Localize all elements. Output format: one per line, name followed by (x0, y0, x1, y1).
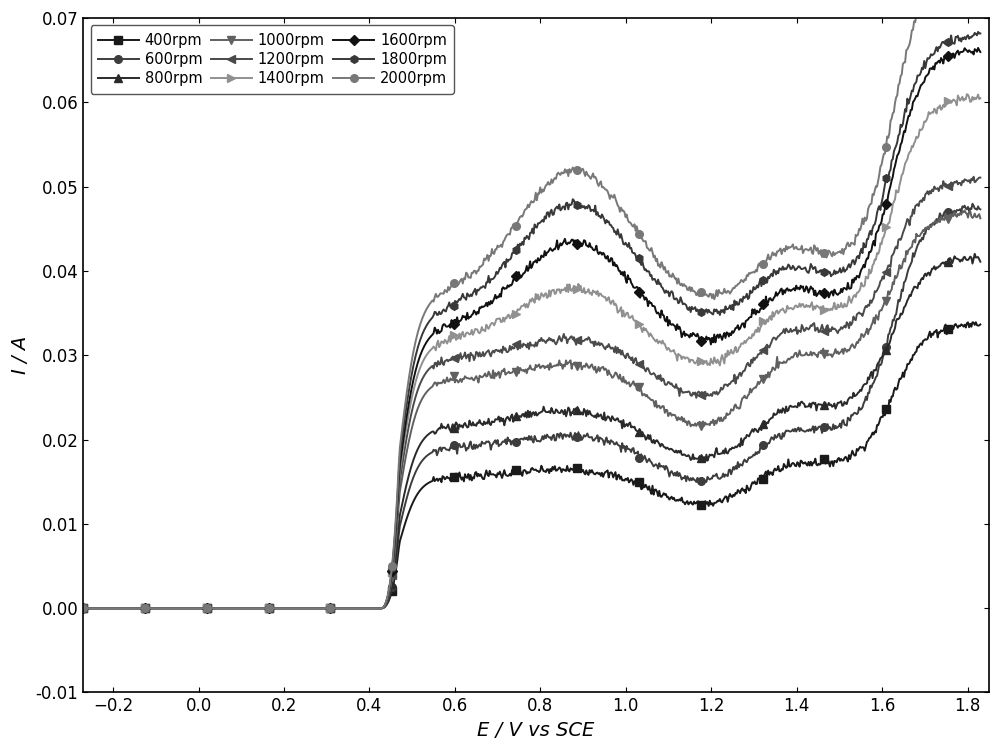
400rpm (622, 473, 634, 482)
1000rpm (959, 206, 971, 215)
800rpm (598, 408, 610, 417)
2000rpm (758, 259, 770, 268)
600rpm (622, 445, 634, 454)
800rpm (77, 604, 89, 613)
Line: 1000rpm: 1000rpm (79, 207, 984, 612)
1000rpm (622, 379, 634, 388)
X-axis label: E / V vs SCE: E / V vs SCE (477, 721, 595, 740)
2000rpm (598, 183, 610, 192)
2000rpm (132, 604, 144, 613)
1000rpm (132, 604, 144, 613)
600rpm (850, 409, 862, 418)
400rpm (974, 320, 986, 329)
600rpm (649, 461, 661, 470)
1200rpm (77, 604, 89, 613)
1800rpm (758, 280, 770, 289)
600rpm (974, 205, 986, 214)
600rpm (598, 440, 610, 449)
1200rpm (132, 604, 144, 613)
400rpm (758, 473, 770, 482)
400rpm (598, 469, 610, 478)
800rpm (974, 257, 986, 266)
1800rpm (622, 243, 634, 252)
1200rpm (968, 172, 980, 181)
800rpm (758, 418, 770, 427)
1200rpm (622, 349, 634, 358)
Line: 1200rpm: 1200rpm (79, 173, 984, 612)
1400rpm (974, 94, 986, 103)
Line: 1400rpm: 1400rpm (79, 90, 984, 612)
400rpm (970, 318, 982, 327)
1800rpm (598, 215, 610, 224)
1200rpm (649, 369, 661, 379)
Y-axis label: I / A: I / A (11, 336, 30, 375)
800rpm (132, 604, 144, 613)
1600rpm (598, 249, 610, 258)
1400rpm (758, 316, 770, 325)
Line: 1800rpm: 1800rpm (79, 28, 984, 612)
2000rpm (850, 231, 862, 240)
1600rpm (972, 44, 984, 53)
1800rpm (649, 274, 661, 283)
1000rpm (77, 604, 89, 613)
1600rpm (974, 47, 986, 56)
1600rpm (77, 604, 89, 613)
1400rpm (850, 292, 862, 301)
2000rpm (622, 216, 634, 225)
600rpm (132, 604, 144, 613)
1800rpm (972, 27, 984, 36)
1400rpm (132, 604, 144, 613)
1400rpm (649, 336, 661, 345)
600rpm (77, 604, 89, 613)
Line: 2000rpm: 2000rpm (79, 0, 984, 612)
1200rpm (598, 343, 610, 352)
1600rpm (622, 270, 634, 279)
1400rpm (77, 604, 89, 613)
1800rpm (77, 604, 89, 613)
1800rpm (132, 604, 144, 613)
600rpm (966, 199, 978, 208)
1200rpm (850, 315, 862, 324)
1200rpm (974, 173, 986, 182)
1400rpm (961, 89, 973, 98)
1000rpm (649, 402, 661, 411)
1800rpm (850, 257, 862, 266)
1200rpm (758, 346, 770, 355)
600rpm (758, 443, 770, 452)
1600rpm (758, 299, 770, 308)
2000rpm (77, 604, 89, 613)
Line: 600rpm: 600rpm (79, 200, 984, 612)
1600rpm (850, 275, 862, 284)
1000rpm (758, 376, 770, 385)
800rpm (622, 421, 634, 430)
400rpm (77, 604, 89, 613)
2000rpm (649, 251, 661, 260)
400rpm (649, 485, 661, 494)
1400rpm (598, 293, 610, 302)
Legend: 400rpm, 600rpm, 800rpm, 1000rpm, 1200rpm, 1400rpm, 1600rpm, 1800rpm, 2000rpm: 400rpm, 600rpm, 800rpm, 1000rpm, 1200rpm… (91, 26, 454, 94)
1000rpm (974, 214, 986, 223)
Line: 1600rpm: 1600rpm (79, 44, 984, 612)
400rpm (132, 604, 144, 613)
800rpm (969, 249, 981, 258)
1600rpm (649, 302, 661, 311)
Line: 800rpm: 800rpm (79, 250, 984, 612)
1000rpm (850, 341, 862, 350)
400rpm (850, 451, 862, 460)
1400rpm (622, 309, 634, 318)
800rpm (649, 439, 661, 448)
Line: 400rpm: 400rpm (79, 318, 984, 612)
800rpm (850, 391, 862, 400)
1600rpm (132, 604, 144, 613)
1800rpm (974, 29, 986, 38)
1000rpm (598, 366, 610, 375)
